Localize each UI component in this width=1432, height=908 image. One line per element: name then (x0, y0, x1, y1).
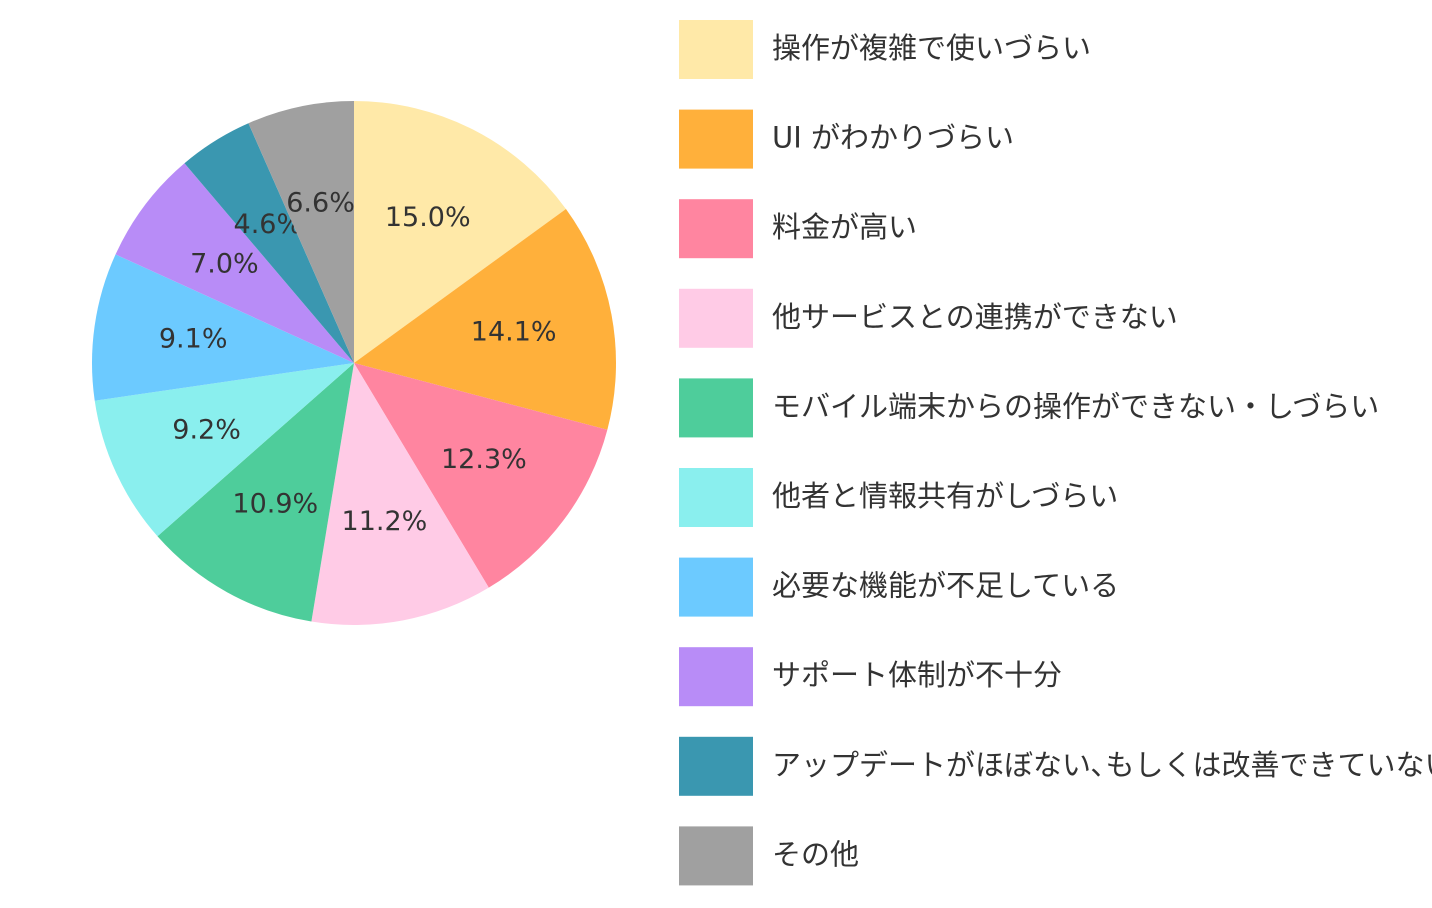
slice-label: 9.2% (172, 415, 241, 446)
legend-swatch (679, 557, 753, 617)
slice-label: 9.1% (159, 324, 228, 355)
slice-label: 6.6% (286, 188, 355, 219)
legend-label: サポート体制が不十分 (772, 658, 1062, 692)
legend-swatch (679, 20, 753, 79)
legend-swatch (679, 468, 753, 527)
pie-slice (92, 254, 354, 401)
slice-label: 15.0% (385, 202, 471, 233)
legend-label: アップデートがほぼない､もしくは改善できていない (772, 748, 1432, 782)
pie-slice (354, 101, 566, 363)
legend-swatch (679, 199, 753, 259)
legend-swatch (679, 109, 753, 169)
slice-label: 12.3% (441, 444, 527, 475)
legend-label: その他 (772, 837, 859, 871)
slice-label: 10.9% (232, 489, 318, 520)
legend-swatch (679, 288, 753, 348)
legend-label: 料金が高い (772, 210, 917, 244)
legend-label: 他者と情報共有がしづらい (772, 479, 1118, 513)
pie-slice (248, 101, 354, 363)
pie-slice (184, 123, 354, 363)
slice-label: 7.0% (190, 249, 259, 280)
legend-swatch (679, 378, 753, 438)
slice-label: 11.2% (342, 506, 428, 537)
legend-swatch (679, 826, 753, 886)
slice-label: 14.1% (471, 317, 557, 348)
legend-label: モバイル端末からの操作ができない・しづらい (772, 389, 1379, 423)
pie-slice (115, 163, 354, 363)
legend-swatch (679, 736, 753, 796)
pie-slice (354, 363, 608, 588)
legend-swatch (679, 647, 753, 707)
pie-slice (94, 363, 355, 537)
legend-label: 他サービスとの連携ができない (772, 300, 1178, 334)
pie-slice (311, 363, 489, 625)
pie-slice (157, 363, 354, 622)
pie-slice (354, 209, 616, 430)
legend-label: UI がわかりづらい (772, 121, 1014, 155)
legend-label: 必要な機能が不足している (772, 569, 1119, 603)
legend-label: 操作が複雑で使いづらい (772, 31, 1091, 65)
